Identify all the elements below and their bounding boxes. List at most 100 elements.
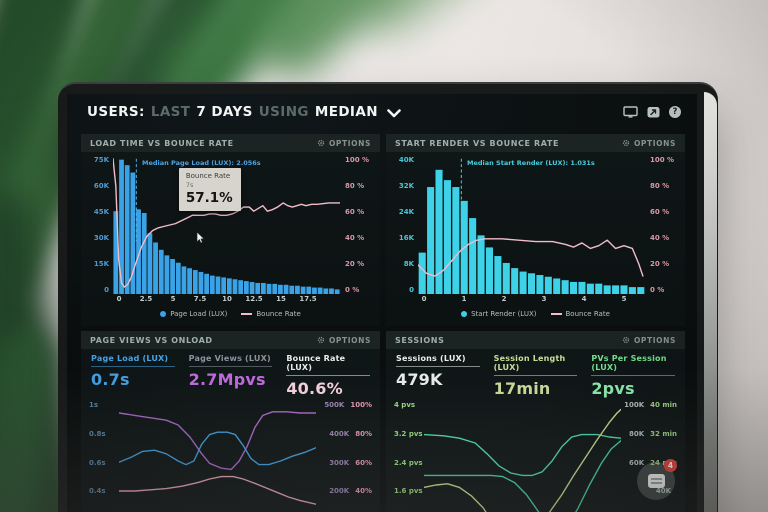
panel-title: START RENDER VS BOUNCE RATE <box>395 138 560 148</box>
histogram-bar <box>295 285 300 294</box>
chart-body: 40K 32K 24K 16K 8K 0 Median Start Render (LUX… <box>386 152 685 294</box>
tooltip-series: Bounce Rate <box>185 172 231 181</box>
histogram-bar <box>586 283 594 294</box>
axis-label: 16K <box>398 234 414 242</box>
axis-label: 20 % <box>345 260 365 268</box>
laptop: USERS: LAST 7 DAYS USING MEDIAN <box>58 82 718 512</box>
histogram-bar <box>181 266 187 294</box>
histogram-bar <box>215 276 221 294</box>
histogram-bar <box>477 235 485 294</box>
histogram-bar <box>502 262 510 294</box>
panel-start-render-vs-bounce-rate: START RENDER VS BOUNCE RATE OPTIONS 40K 3… <box>386 134 685 326</box>
y-axis-right: 100 % 80 % 60 % 40 % 20 % 0 % <box>340 156 374 294</box>
legend-label: Bounce Rate <box>565 309 610 318</box>
bounce-rate-swatch <box>241 312 253 315</box>
metric-underline <box>591 375 676 376</box>
users-range-dropdown[interactable]: USERS: LAST 7 DAYS USING MEDIAN <box>87 104 401 120</box>
histogram-bar <box>175 262 181 294</box>
plant-leaf <box>236 0 444 92</box>
y-axis-right: 500K 100% 400K 80% 300K 60% 200K 40% <box>316 401 372 512</box>
options-button[interactable]: OPTIONS <box>622 336 676 345</box>
plant-leaf <box>334 0 518 49</box>
axis-label: 0 % <box>345 286 360 294</box>
share-icon[interactable] <box>647 106 660 118</box>
gear-icon <box>622 336 630 344</box>
line-series-PVs Per Session (LUX) <box>424 441 621 512</box>
panel-header: PAGE VIEWS VS ONLOAD OPTIONS <box>81 331 380 349</box>
chat-widget-button[interactable]: 4 <box>637 459 677 500</box>
axis-label: 60 % <box>650 208 670 216</box>
options-button[interactable]: OPTIONS <box>317 139 371 148</box>
histogram-bar <box>283 284 289 294</box>
plot-area <box>119 401 316 512</box>
mouse-cursor-icon <box>196 230 205 243</box>
legend-label: Bounce Rate <box>256 309 301 318</box>
y-axis-left: 75K 60K 45K 30K 15K 0 <box>87 156 113 294</box>
dashboard-grid: LOAD TIME VS BOUNCE RATE OPTIONS 75K 60K 4… <box>81 134 685 512</box>
metric-underline <box>286 375 371 376</box>
users-label: USERS: <box>87 104 145 120</box>
axis-label: 0.8s <box>89 429 106 438</box>
axis-label: 100 % <box>345 156 370 164</box>
histogram-bar <box>628 287 636 294</box>
histogram-bar <box>443 180 451 294</box>
metric-underline <box>396 366 480 367</box>
axis-label: 30K <box>93 234 109 242</box>
histogram-bar <box>637 287 645 294</box>
plot-area: Median Start Render (LUX): 1.031s <box>418 156 645 294</box>
line-series-Session Length (LUX) <box>424 409 621 512</box>
axis-label: 40 % <box>650 234 670 242</box>
histogram-bar <box>198 271 204 294</box>
axis-label: 3.2 pvs <box>394 429 423 438</box>
histogram-bar <box>561 280 569 294</box>
top-bar-icons: ? <box>623 106 681 118</box>
histogram-bar <box>418 252 426 294</box>
legend-item: Page Load (LUX) <box>160 310 227 318</box>
x-tick-label: 3 <box>541 295 547 303</box>
histogram-bar <box>272 283 278 294</box>
axis-label: 500K 100% <box>324 401 372 409</box>
panel-title: PAGE VIEWS VS ONLOAD <box>90 335 213 345</box>
axis-label: 200K 40% <box>329 487 372 496</box>
legend-label: Page Load (LUX) <box>170 309 228 318</box>
y-axis-right: 100 % 80 % 60 % 40 % 20 % 0 % <box>645 156 679 294</box>
histogram-bar <box>536 275 544 294</box>
histogram-bar <box>113 211 119 294</box>
panel-page-views-vs-onload: PAGE VIEWS VS ONLOAD OPTIONS Page Load (… <box>81 331 380 512</box>
sessions-line-chart <box>424 401 621 512</box>
axis-label: 40 % <box>345 234 365 242</box>
chat-bubble-icon <box>647 474 665 488</box>
histogram-bar <box>243 281 249 294</box>
last-label: LAST <box>150 104 191 120</box>
metric-sessions: Sessions (LUX) 479K <box>396 354 480 398</box>
top-bar: USERS: LAST 7 DAYS USING MEDIAN <box>67 94 697 128</box>
panel-sessions: SESSIONS OPTIONS Sessions (LUX) <box>386 331 685 512</box>
axis-label: 15K <box>93 260 109 268</box>
options-button[interactable]: OPTIONS <box>317 336 371 345</box>
metric-underline <box>493 375 578 376</box>
histogram-bar <box>136 209 141 294</box>
axis-label: 0 <box>409 286 414 294</box>
histogram-bar <box>544 276 552 294</box>
histogram-bar <box>519 271 527 294</box>
help-icon[interactable]: ? <box>669 106 681 118</box>
gear-icon <box>622 139 630 147</box>
histogram-bar <box>232 279 238 294</box>
axis-label: 8K <box>403 260 414 268</box>
median-annotation: Median Page Load (LUX): 2.056s <box>142 159 261 167</box>
load-time-histogram-chart <box>113 156 340 294</box>
display-icon[interactable] <box>623 106 638 118</box>
line-series-Bounce Rate <box>418 239 643 276</box>
axis-label: 100 % <box>650 156 675 164</box>
options-button[interactable]: OPTIONS <box>622 139 676 148</box>
axis-label: 100K 40 min <box>624 401 677 409</box>
axis-label: 4 pvs <box>394 401 416 409</box>
metric-label: Session Length (LUX) <box>493 354 566 372</box>
chart-body: 1s 0.8s 0.6s 0.4s 500K 100% 400K 80% 300K 60% 200… <box>81 401 380 512</box>
chevron-down-icon <box>387 108 401 117</box>
line-series-Page Load (LUX) <box>119 432 316 464</box>
metric-page-views: Page Views (LUX) 2.7Mpvs <box>188 354 273 398</box>
histogram-bar <box>147 233 153 294</box>
axis-label: 0 % <box>650 286 665 294</box>
